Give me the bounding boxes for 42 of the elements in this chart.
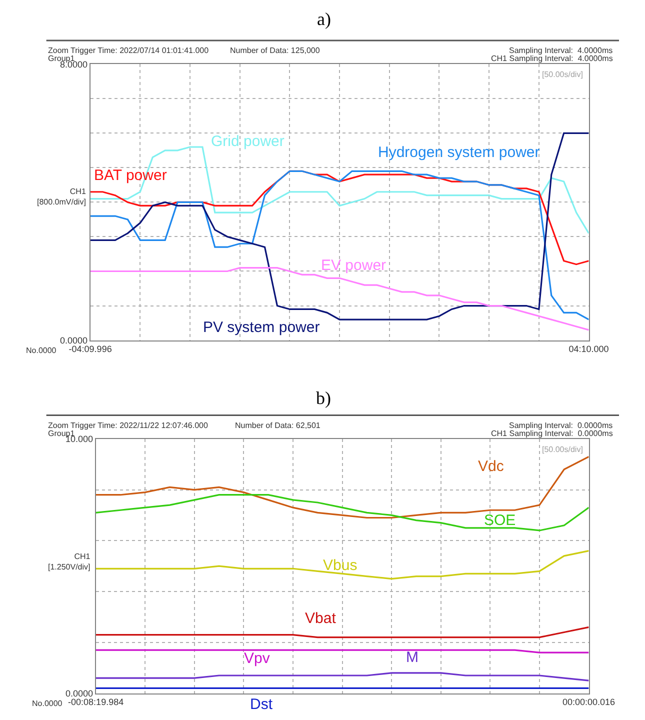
text: Sampling Interval: 0.0000ms xyxy=(509,421,613,430)
text: CH1 Sampling Interval: 0.0000ms xyxy=(491,429,613,438)
text: Zoom Trigger Time: 2022/11/22 12:07:46.000 xyxy=(48,421,209,430)
series-label: Dst xyxy=(250,696,274,713)
series-label: M xyxy=(406,649,418,666)
x-tick-label: 04:10.000 xyxy=(568,344,609,354)
line-series xyxy=(90,170,589,320)
x-tick-label: 00:00:00.016 xyxy=(562,697,616,708)
x-tick-label: -04:09.996 xyxy=(68,344,112,354)
series-label: BAT power xyxy=(94,167,167,184)
chart-title: a) xyxy=(317,9,331,29)
series-label: Vpv xyxy=(244,650,270,667)
text: CH1 [800.0mV/div] xyxy=(37,187,86,206)
text: Number of Data: 62,501 xyxy=(235,421,321,430)
line-series xyxy=(96,494,589,532)
series-label: SOE xyxy=(484,512,516,529)
text: Number of Data: 125,000 xyxy=(230,46,320,55)
text: CH1 [1.250V/div] xyxy=(48,552,91,572)
text: CH1 Sampling Interval: 4.0000ms xyxy=(491,54,613,63)
text: Vdc xyxy=(478,458,504,475)
text: Group1 xyxy=(48,54,76,63)
line-series xyxy=(96,550,589,580)
text: Sampling Interval: 4.0000ms xyxy=(509,46,613,55)
text: No.0000 xyxy=(32,699,63,708)
text: Group1 xyxy=(48,429,76,438)
series-label: Grid power xyxy=(211,133,284,150)
line-series xyxy=(90,132,589,320)
y-tick-label: 0.0000 xyxy=(65,688,94,698)
annotation: [50.00s/div] xyxy=(542,445,583,454)
series-label: Vbat xyxy=(305,610,337,627)
series-label: EV power xyxy=(321,257,386,274)
text: Zoom Trigger Time: 2022/07/14 01:01:41.000 xyxy=(48,46,210,55)
text: No.0000 xyxy=(26,346,57,355)
annotation: [50.00s/div] xyxy=(542,70,583,79)
series-label: Vbus xyxy=(323,557,358,574)
chart-title: b) xyxy=(316,388,331,408)
y-tick-label: 0.0000 xyxy=(60,335,88,346)
series-label: PV system power xyxy=(203,319,320,336)
line-series xyxy=(96,672,589,682)
series-label: Hydrogen system power xyxy=(378,144,540,161)
x-tick-label: -00:08:19.984 xyxy=(68,697,124,708)
line-series xyxy=(96,626,589,638)
